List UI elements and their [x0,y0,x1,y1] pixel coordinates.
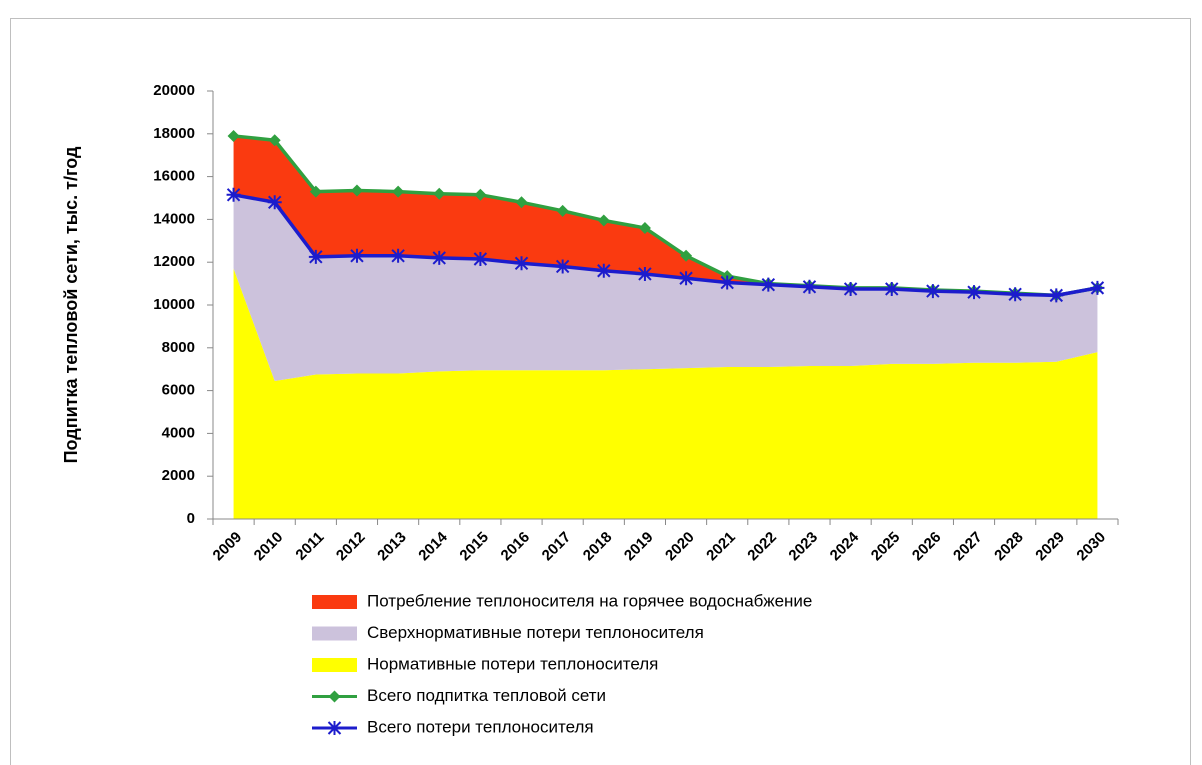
x-tick-label: 2009 [210,529,246,565]
x-tick-label: 2028 [991,529,1027,565]
x-tick-label: 2018 [580,529,616,565]
x-tick-label: 2014 [415,528,451,564]
x-tick-label: 2010 [251,529,287,565]
x-tick-label: 2020 [662,529,698,565]
marker [843,281,858,296]
y-tick-label: 4000 [162,424,195,441]
marker [637,266,652,281]
x-tick-label: 2024 [827,528,863,564]
marker [392,185,405,198]
marker [720,275,735,290]
marker [268,134,281,147]
area [233,135,1098,296]
marker [514,256,529,271]
chart-border [10,18,1191,765]
marker [555,259,570,274]
y-tick-label: 20000 [153,82,195,99]
marker [1090,280,1105,295]
marker [680,249,693,262]
y-tick-label: 14000 [153,210,195,227]
x-tick-label: 2017 [539,529,575,565]
marker [884,281,899,296]
legend-marker [328,690,341,703]
marker [432,250,447,265]
x-tick-label: 2019 [621,529,657,565]
marker [349,248,364,263]
area [233,194,1098,381]
y-tick-label: 10000 [153,296,195,313]
x-tick-label: 2025 [868,529,904,565]
x-tick-label: 2012 [333,529,369,565]
marker [308,249,323,264]
y-axis-label: Подпитка тепловой сети, тыс. т/год [61,146,81,463]
legend-marker [327,721,342,735]
x-tick-label: 2021 [703,529,739,565]
y-tick-label: 18000 [153,125,195,142]
x-tick-label: 2015 [456,529,492,565]
marker [1049,288,1064,303]
marker [679,271,694,286]
marker [967,285,982,300]
marker [597,214,610,227]
x-tick-label: 2027 [950,529,986,565]
x-tick-label: 2029 [1032,529,1068,565]
y-tick-label: 12000 [153,253,195,270]
legend-swatch [312,595,357,609]
x-tick-label: 2022 [744,529,780,565]
marker [474,188,487,201]
marker [925,284,940,299]
marker [309,185,322,198]
marker [596,263,611,278]
marker [391,248,406,263]
legend-label: Нормативные потери теплоносителя [367,654,658,673]
x-tick-label: 2026 [909,529,945,565]
legend-swatch [312,658,357,672]
legend-label: Всего подпитка тепловой сети [367,686,606,705]
x-tick-label: 2011 [292,529,327,564]
x-tick-label: 2023 [785,529,821,565]
legend-label: Сверхнормативные потери теплоносителя [367,623,704,642]
x-tick-label: 2013 [374,529,410,565]
y-tick-label: 0 [187,510,195,527]
y-tick-label: 2000 [162,467,195,484]
y-tick-label: 6000 [162,382,195,399]
marker [761,277,776,292]
legend-label: Всего потери теплоносителя [367,717,594,736]
y-tick-label: 16000 [153,168,195,185]
marker [1008,287,1023,302]
legend-swatch [312,626,357,641]
marker [556,204,569,217]
y-tick-label: 8000 [162,339,195,356]
x-tick-label: 2030 [1073,529,1109,565]
marker [227,129,240,142]
marker [350,184,363,197]
marker [433,187,446,200]
marker [638,221,651,234]
marker [267,195,282,210]
marker [473,251,488,266]
marker [515,196,528,209]
legend-label: Потребление теплоносителя на горячее вод… [367,591,812,610]
area [233,268,1098,519]
x-tick-label: 2016 [498,529,534,565]
marker [226,187,241,202]
marker [802,279,817,294]
line [233,193,1098,298]
